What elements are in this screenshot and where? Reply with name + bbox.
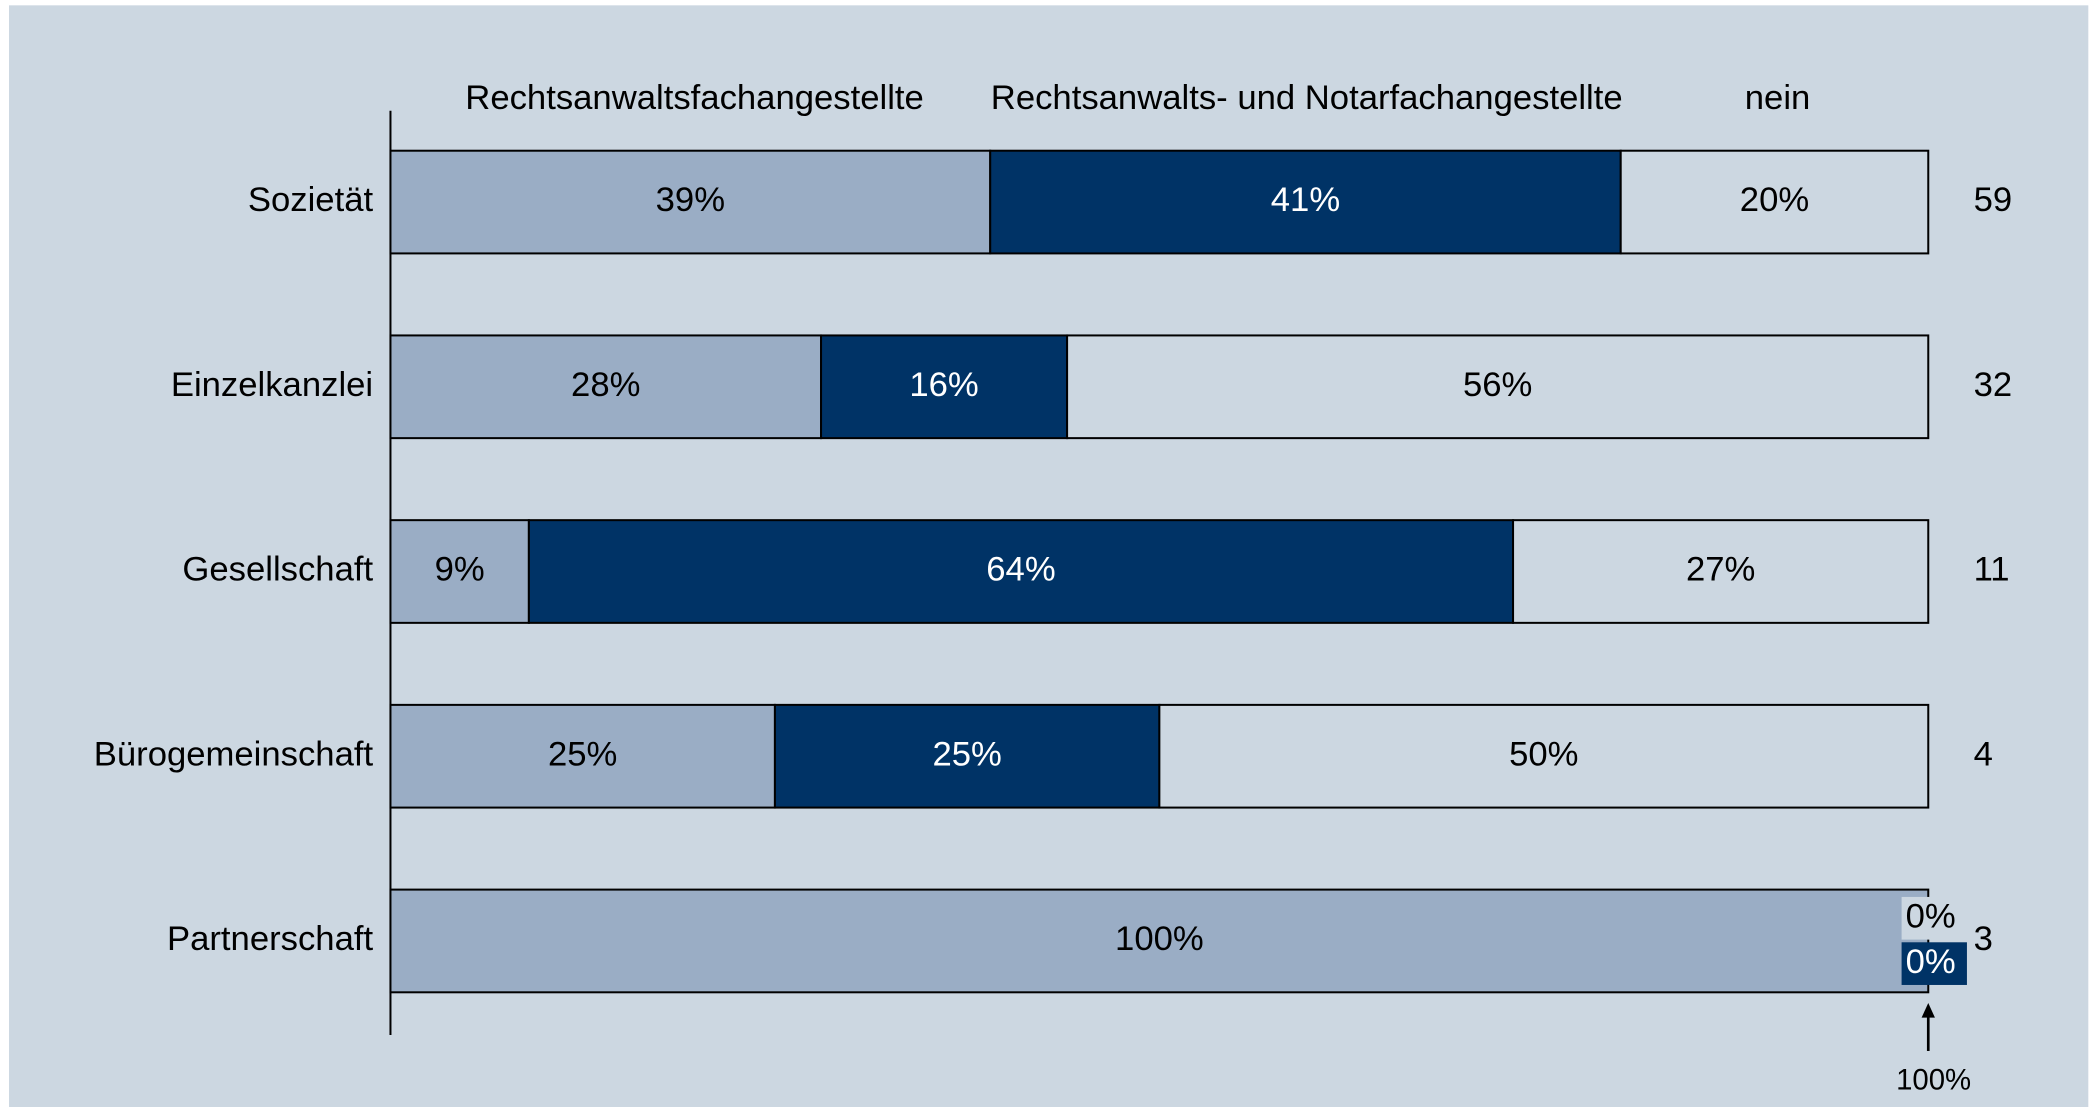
value-label: 100% xyxy=(1115,920,1204,958)
value-label: 39% xyxy=(656,181,725,219)
total-label: 3 xyxy=(1974,920,1993,958)
value-label: 27% xyxy=(1686,551,1755,589)
legend-label: nein xyxy=(1745,79,1811,117)
bar-segment xyxy=(389,334,823,440)
bar-segment xyxy=(1066,334,1930,440)
bar-segment xyxy=(389,703,776,809)
bar-segment xyxy=(1512,519,1930,624)
value-label: 20% xyxy=(1740,181,1809,219)
value-label-box xyxy=(1901,942,1967,985)
value-label: 0% xyxy=(1906,943,1956,981)
category-label: Einzelkanzlei xyxy=(171,366,373,404)
value-label: 56% xyxy=(1463,366,1532,404)
total-label: 32 xyxy=(1974,366,2013,404)
value-label: 0% xyxy=(1906,897,1956,935)
value-label: 9% xyxy=(435,551,485,589)
value-label: 64% xyxy=(986,551,1055,589)
bar-segment xyxy=(820,334,1069,440)
legend-label: Rechtsanwaltsfachangestellte xyxy=(465,79,924,117)
annotation-arrowhead xyxy=(1921,1002,1935,1018)
bar-segment xyxy=(389,149,992,255)
bar-segment xyxy=(1619,149,1930,255)
annotation: 100% xyxy=(1896,1063,1971,1096)
category-label: Gesellschaft xyxy=(182,551,373,589)
value-label-box xyxy=(1901,896,1961,940)
value-label: 50% xyxy=(1509,735,1578,773)
category-label: Sozietät xyxy=(248,181,374,219)
bar-segment xyxy=(989,149,1622,255)
category-label: Bürogemeinschaft xyxy=(94,735,374,773)
value-label: 25% xyxy=(932,735,1001,773)
total-label: 59 xyxy=(1974,181,2013,219)
bar-segment xyxy=(389,888,1930,994)
value-label: 41% xyxy=(1271,181,1340,219)
total-label: 11 xyxy=(1974,551,2010,589)
bar-segment xyxy=(1158,703,1930,809)
value-label: 25% xyxy=(548,735,617,773)
legend-label: Rechtsanwalts- und Notarfachangestellte xyxy=(991,79,1623,117)
category-label: Partnerschaft xyxy=(167,920,373,958)
value-label: 28% xyxy=(571,366,640,404)
total-label: 4 xyxy=(1974,735,1993,773)
value-label: 16% xyxy=(909,366,978,404)
bar-segment xyxy=(773,703,1161,809)
